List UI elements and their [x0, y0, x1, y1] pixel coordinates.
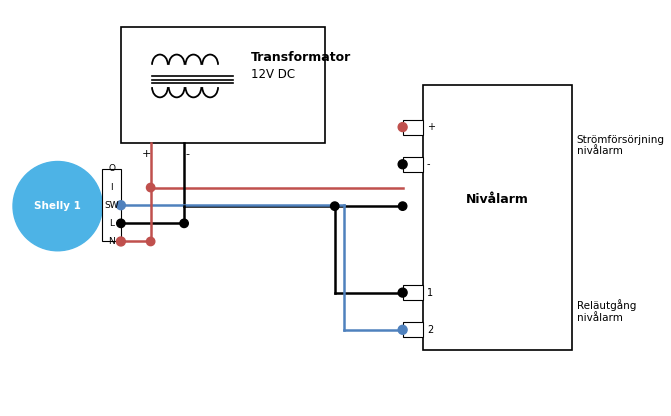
Text: SW: SW: [104, 201, 119, 210]
Circle shape: [398, 325, 407, 334]
FancyBboxPatch shape: [121, 27, 325, 143]
Text: Strömförsörjning
nivålarm: Strömförsörjning nivålarm: [576, 135, 664, 156]
Text: -: -: [427, 159, 430, 169]
Text: I: I: [110, 183, 113, 192]
Text: Reläutgång
nivålarm: Reläutgång nivålarm: [576, 300, 636, 323]
Circle shape: [398, 123, 407, 131]
Circle shape: [398, 288, 407, 297]
Circle shape: [146, 237, 155, 246]
Circle shape: [13, 161, 102, 251]
FancyBboxPatch shape: [403, 157, 423, 172]
Circle shape: [117, 219, 125, 228]
Text: Shelly 1: Shelly 1: [34, 201, 81, 211]
Text: Transformator: Transformator: [251, 51, 352, 64]
Text: 1: 1: [427, 287, 433, 297]
Circle shape: [399, 202, 407, 210]
Text: +: +: [142, 149, 152, 159]
Text: 12V DC: 12V DC: [251, 67, 295, 81]
FancyBboxPatch shape: [102, 169, 121, 241]
Circle shape: [117, 201, 125, 210]
Circle shape: [398, 160, 407, 169]
FancyBboxPatch shape: [423, 85, 572, 350]
Circle shape: [180, 219, 189, 228]
Text: -: -: [186, 149, 190, 159]
Text: O: O: [108, 164, 115, 173]
Circle shape: [146, 183, 155, 192]
FancyBboxPatch shape: [403, 120, 423, 134]
Text: Nivålarm: Nivålarm: [466, 193, 529, 206]
Text: +: +: [427, 122, 435, 132]
Text: N: N: [108, 237, 115, 246]
FancyBboxPatch shape: [403, 285, 423, 300]
FancyBboxPatch shape: [403, 322, 423, 337]
Circle shape: [331, 202, 339, 210]
Circle shape: [117, 237, 125, 246]
Text: L: L: [109, 219, 114, 228]
Text: 2: 2: [427, 325, 433, 335]
